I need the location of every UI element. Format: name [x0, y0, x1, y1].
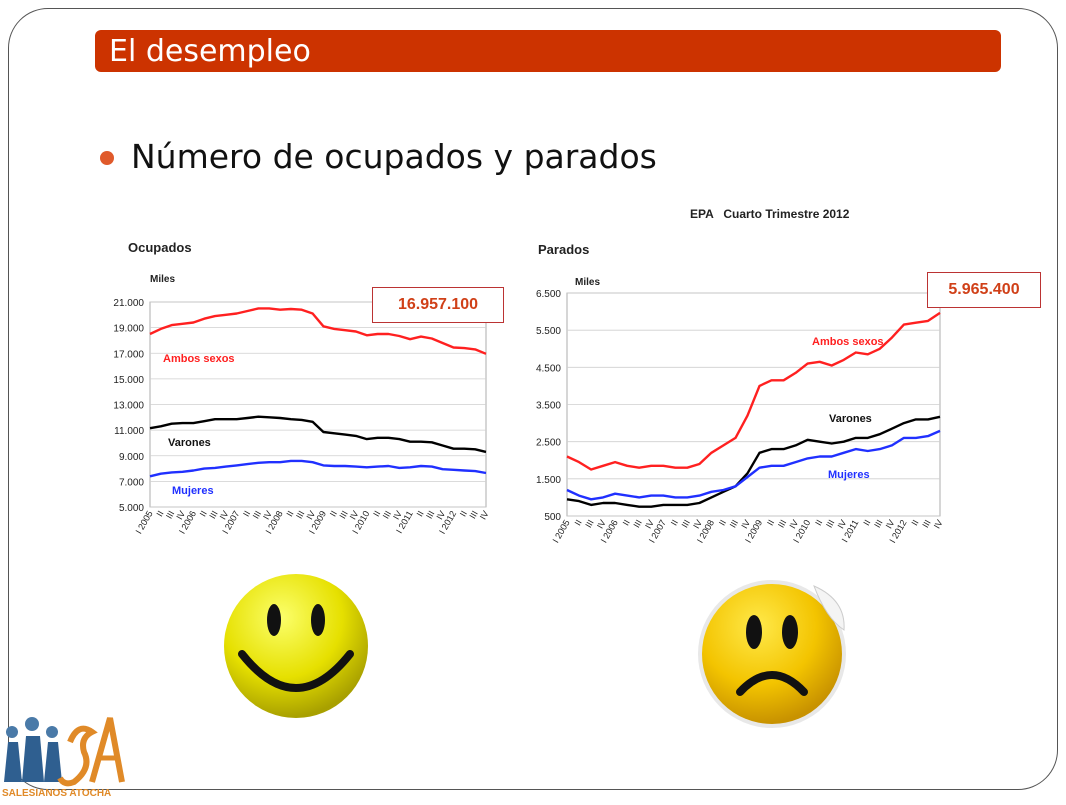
- x-tick-label: III: [920, 518, 932, 530]
- x-tick-label: II: [458, 509, 469, 518]
- x-tick-label: III: [381, 509, 393, 521]
- y-tick-label: 3.500: [536, 401, 561, 412]
- series-line: [566, 311, 941, 471]
- y-tick-label: 19.000: [113, 324, 144, 335]
- happy-face-icon: [224, 574, 368, 718]
- y-tick-label: 7.000: [119, 477, 144, 488]
- x-tick-label: III: [680, 518, 692, 530]
- x-tick-label: II: [328, 509, 339, 518]
- series-label: Ambos sexos: [163, 353, 235, 365]
- x-tick-label: III: [207, 509, 219, 521]
- title-bar: El desempleo: [95, 30, 1001, 72]
- bullet-text: Número de ocupados y parados: [131, 137, 657, 176]
- slide-title: El desempleo: [109, 34, 311, 69]
- logo-text: SALESIANOS ATOCHA: [2, 788, 111, 799]
- x-tick-label: II: [717, 518, 728, 527]
- series-label: Mujeres: [828, 469, 870, 481]
- x-tick-label: III: [467, 509, 479, 521]
- callout-ocupados: 16.957.100: [372, 287, 504, 323]
- series-label: Varones: [829, 413, 872, 425]
- series-label: Ambos sexos: [812, 336, 884, 348]
- x-tick-label: II: [909, 518, 920, 527]
- x-tick-label: II: [284, 509, 295, 518]
- x-tick-label: IV: [478, 509, 491, 521]
- x-tick-label: II: [765, 518, 776, 527]
- x-tick-label: II: [241, 509, 252, 518]
- y-tick-label: 2.500: [536, 438, 561, 449]
- series-line: [149, 307, 487, 355]
- x-tick-label: III: [164, 509, 176, 521]
- logo-icon: SALESIANOS ATOCHA: [2, 717, 125, 799]
- series-line: [149, 415, 487, 454]
- logo-salesianos-atocha: SALESIANOS ATOCHA: [0, 712, 130, 805]
- x-tick-label: III: [424, 509, 436, 521]
- x-tick-label: III: [294, 509, 306, 521]
- series-label: Varones: [168, 437, 211, 449]
- x-tick-label: III: [583, 518, 595, 530]
- y-tick-label: 21.000: [113, 298, 144, 309]
- x-tick-label: II: [861, 518, 872, 527]
- chart-ocupados: Ocupados Miles 5.000 7.000 9.000 11.000 13.0…: [113, 240, 490, 536]
- x-tick-label: II: [621, 518, 632, 527]
- y-tick-label: 5.500: [536, 326, 561, 337]
- series-label: Mujeres: [172, 485, 214, 497]
- chart-title-parados: Parados: [538, 242, 589, 257]
- y-tick-label: 6.500: [536, 289, 561, 300]
- epa-header: EPA Cuarto Trimestre 2012: [690, 207, 850, 221]
- unit-label-ocupados: Miles: [150, 274, 175, 285]
- y-tick-label: 13.000: [113, 401, 144, 412]
- chart-parados: Parados Miles EPA Cuarto Trimestre 2012 …: [536, 207, 945, 545]
- x-tick-label: II: [154, 509, 165, 518]
- callout-parados: 5.965.400: [927, 272, 1041, 308]
- x-tick-label: III: [824, 518, 836, 530]
- y-tick-label: 1.500: [536, 475, 561, 486]
- x-tick-label: II: [415, 509, 426, 518]
- series-line: [149, 459, 487, 478]
- bullet-dot: [100, 151, 114, 165]
- series-line: [566, 415, 941, 508]
- y-tick-label: 11.000: [114, 426, 144, 437]
- x-tick-label: III: [872, 518, 884, 530]
- series-line: [566, 429, 941, 501]
- slide-frame: [8, 8, 1058, 790]
- unit-label-parados: Miles: [575, 277, 600, 288]
- x-tick-label: II: [198, 509, 209, 518]
- x-tick-label: III: [728, 518, 740, 530]
- sad-face-icon: [698, 580, 846, 728]
- x-tick-label: IV: [932, 518, 945, 530]
- x-tick-label: III: [776, 518, 788, 530]
- y-tick-label: 17.000: [113, 349, 144, 360]
- y-tick-label: 9.000: [119, 452, 144, 463]
- y-tick-label: 15.000: [113, 375, 144, 386]
- y-tick-label: 500: [544, 512, 561, 523]
- y-tick-label: 5.000: [119, 503, 144, 514]
- y-tick-label: 4.500: [536, 363, 561, 374]
- x-tick-label: II: [371, 509, 382, 518]
- chart-title-ocupados: Ocupados: [128, 240, 192, 255]
- x-tick-label: II: [573, 518, 584, 527]
- x-tick-label: III: [632, 518, 644, 530]
- x-tick-label: III: [251, 509, 263, 521]
- x-tick-label: III: [337, 509, 349, 521]
- x-tick-label: II: [813, 518, 824, 527]
- x-tick-label: II: [669, 518, 680, 527]
